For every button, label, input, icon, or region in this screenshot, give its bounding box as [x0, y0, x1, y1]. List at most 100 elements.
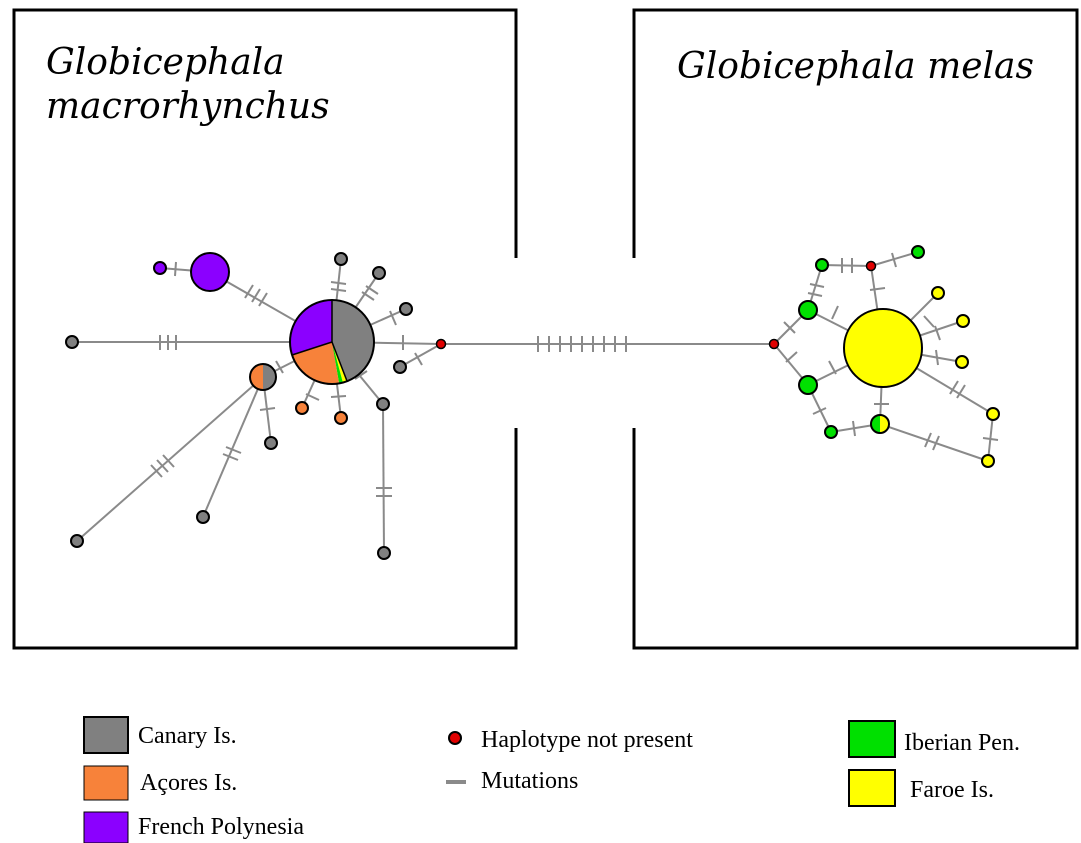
haplotype-node-gray — [393, 360, 407, 374]
haplotype-node-purple — [190, 252, 230, 292]
edge — [987, 413, 994, 462]
haplotype-not-present-node — [865, 260, 877, 272]
mutation-tick — [251, 288, 261, 303]
panel-frames — [12, 8, 1079, 650]
haplotype-node-yellow — [981, 454, 995, 468]
mutation-tick — [225, 446, 242, 454]
haplotype-node-gray — [65, 335, 79, 349]
mutation-tick — [244, 284, 254, 299]
mutation-tick — [259, 407, 276, 411]
legend-red-node-icon — [448, 731, 462, 745]
mutation-tick — [809, 283, 825, 288]
legend-graphics — [83, 716, 896, 843]
haplotype-node-gray — [377, 546, 391, 560]
haplotype-node-gray — [196, 510, 210, 524]
mutation-tick — [807, 292, 823, 297]
mutation-tick — [414, 352, 423, 366]
legend-label-canary: Canary Is. — [138, 723, 237, 749]
haplotype-not-present-node — [768, 338, 780, 350]
mutation-tick — [330, 281, 347, 285]
haplotype-node-green — [911, 245, 925, 259]
haplotype-node-gray — [70, 534, 84, 548]
legend-swatch-acores — [83, 765, 129, 801]
mutation-tick — [361, 291, 375, 301]
mutation-tick — [258, 292, 268, 307]
mutation-tick — [812, 407, 827, 415]
mutation-tick — [783, 321, 796, 334]
mutation-tick — [156, 459, 169, 473]
haplotype-node-orange — [295, 401, 309, 415]
mutation-tick — [891, 252, 897, 268]
nodes-right — [768, 245, 1000, 468]
mutation-tick — [330, 288, 347, 292]
legend-label-mutations: Mutations — [481, 768, 579, 794]
mutation-tick — [305, 393, 320, 401]
mutation-tick — [162, 454, 175, 468]
mutation-tick — [982, 437, 999, 441]
haplotype-not-present-node — [435, 338, 447, 350]
haplotype-node-green — [815, 258, 829, 272]
left-panel-title-line2: macrorhynchus — [46, 86, 330, 127]
mutation-tick — [923, 315, 935, 328]
mutation-tick — [935, 349, 939, 366]
mutation-tick — [869, 287, 886, 291]
haplotype-node-green — [798, 300, 818, 320]
mutation-tick — [831, 305, 839, 320]
legend-label-iberian: Iberian Pen. — [904, 730, 1020, 756]
edge — [821, 264, 872, 267]
mutation-tick — [354, 370, 368, 380]
haplotype-node-green — [798, 375, 818, 395]
nodes-left — [65, 252, 447, 560]
right-panel-title: Globicephala melas — [677, 46, 1034, 87]
haplotype-node-yellow — [843, 308, 923, 388]
mutation-tick — [934, 325, 941, 341]
legend-label-french-polynesia: French Polynesia — [138, 814, 304, 840]
haplotype-node-gray — [376, 397, 390, 411]
haplotype-node-yellow — [986, 407, 1000, 421]
haplotype-node-orange — [334, 411, 348, 425]
mutation-tick — [150, 464, 163, 478]
haplotype-node-gray — [399, 302, 413, 316]
mutation-tick — [365, 285, 379, 295]
mutation-tick — [222, 453, 239, 461]
mutation-tick — [924, 432, 932, 448]
edge — [879, 423, 989, 462]
edge — [202, 376, 264, 518]
haplotype-node-yellow — [955, 355, 969, 369]
legend-label-acores: Açores Is. — [140, 770, 238, 796]
mutation-tick — [956, 384, 966, 399]
haplotype-node-gray — [264, 436, 278, 450]
haplotype-node-mixed — [249, 363, 277, 391]
legend-swatch-faroe — [848, 769, 896, 807]
edge — [76, 376, 264, 542]
haplotype-node-yellow — [956, 314, 970, 328]
left-panel-title-line1: Globicephala — [46, 42, 285, 83]
legend-label-faroe: Faroe Is. — [910, 777, 994, 803]
haplotype-node-gray — [334, 252, 348, 266]
network-edges — [72, 251, 994, 554]
haplotype-node-mixed-green-yellow — [870, 414, 890, 434]
right-panel-frame — [632, 8, 1079, 650]
mutation-tick — [932, 435, 940, 451]
mutation-tick — [785, 351, 798, 363]
haplotype-node-yellow — [931, 286, 945, 300]
mutation-tick — [330, 395, 347, 398]
mutation-tick — [174, 261, 177, 277]
haplotype-node-gray — [372, 266, 386, 280]
mutation-tick — [852, 420, 856, 437]
left-panel-frame — [12, 8, 518, 650]
mutation-ticks — [150, 252, 999, 497]
mutation-tick — [275, 360, 284, 374]
haplotype-node-purple — [153, 261, 167, 275]
haplotype-node-central-pie — [289, 299, 375, 385]
legend-swatch-canary — [83, 716, 129, 754]
haplotype-node-green — [824, 425, 838, 439]
edge — [399, 343, 442, 368]
edge — [382, 403, 385, 554]
legend-swatch-french-polynesia — [83, 811, 129, 843]
legend-label-haplotype-not-present: Haplotype not present — [481, 727, 693, 753]
mutation-tick — [949, 380, 959, 395]
legend-swatch-iberian — [848, 720, 896, 758]
